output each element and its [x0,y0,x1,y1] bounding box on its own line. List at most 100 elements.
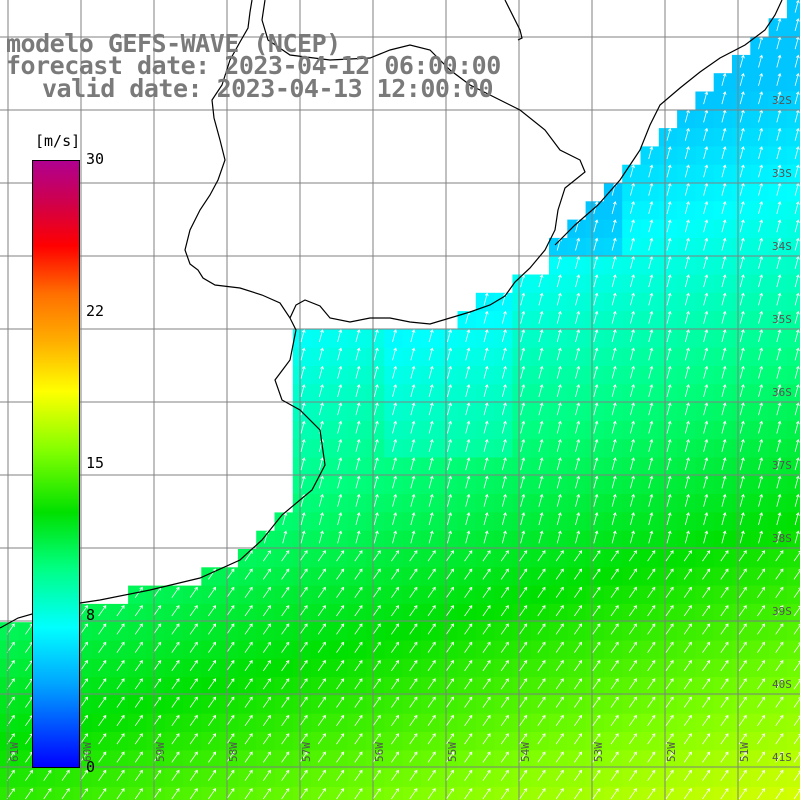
wind-arrow [630,530,635,544]
wind-arrow [758,146,764,160]
wind-arrow [628,623,637,635]
wind-arrow [776,54,782,68]
wind-arrow [299,769,308,781]
wind-arrow [171,751,180,763]
wind-arrow [776,18,782,32]
wind-arrow [665,751,674,763]
wind-arrow [611,530,617,544]
wind-arrow [318,475,324,489]
wind-arrow [628,769,637,781]
wind-arrow [538,329,544,343]
wind-arrow [794,493,800,507]
wind-arrow [684,329,690,343]
wind-arrow [666,127,672,141]
wind-arrow [593,475,599,489]
wind-arrow [244,788,253,800]
wind-arrow [703,347,709,361]
wind-arrow [721,146,727,160]
wind-arrow [684,384,690,398]
wind-arrow [628,586,637,598]
wind-arrow [464,769,473,781]
wind-arrow [465,384,471,398]
wind-arrow [153,623,162,635]
wind-arrow [610,641,619,653]
wind-arrow [575,475,581,489]
wind-arrow [575,420,581,434]
wind-cell [292,786,312,800]
wind-arrow [648,493,654,507]
wind-arrow [134,696,143,708]
wind-arrow [775,714,784,727]
wind-arrow [464,641,473,653]
wind-arrow [262,550,271,562]
wind-arrow [134,605,143,617]
wind-arrow [354,550,363,562]
wind-arrow [574,605,583,617]
wind-cell [786,91,800,111]
wind-arrow [428,420,434,434]
wind-arrow [684,347,690,361]
wind-arrow [556,274,562,288]
wind-arrow [647,550,656,562]
wind-arrow [793,678,800,690]
wind-arrow [575,274,581,288]
wind-arrow [758,475,764,489]
wind-arrow [666,292,672,306]
wind-arrow [336,550,345,562]
wind-arrow [611,310,617,324]
wind-arrow [556,310,562,324]
wind-cell [786,18,800,38]
wind-arrow [299,660,308,672]
wind-arrow [720,696,729,708]
wind-arrow [391,714,400,727]
wind-arrow [373,438,379,452]
wind-cell [36,786,56,800]
wind-arrow [758,310,764,324]
wind-arrow [721,384,727,398]
wind-arrow [482,605,491,617]
wind-arrow [520,402,526,416]
wind-arrow [189,660,198,672]
wind-arrow [556,255,562,269]
wind-arrow [683,550,692,562]
wind-cell [164,786,184,800]
wind-arrow [500,550,509,562]
wind-arrow [665,586,674,598]
wind-arrow [739,475,745,489]
lat-label: 35S [772,313,792,326]
colorbar [32,160,80,768]
wind-arrow [244,751,253,763]
lon-label: 60W [81,742,94,762]
wind-arrow [336,714,345,727]
wind-arrow [134,678,143,690]
wind-arrow [684,475,690,489]
wind-arrow [538,347,544,361]
wind-arrow [703,146,709,160]
wind-arrow [611,292,617,306]
wind-arrow [738,769,747,781]
wind-arrow [410,512,416,526]
wind-arrow [281,568,290,580]
wind-arrow [208,696,217,708]
wind-arrow [592,788,601,800]
wind-arrow [794,18,800,32]
wind-arrow [391,696,400,708]
wind-arrow [758,329,764,343]
wind-arrow [465,512,471,526]
wind-arrow [574,714,583,727]
wind-arrow [465,329,471,343]
wind-arrow [794,402,800,416]
wind-arrow [775,641,784,653]
lon-label: 54W [519,742,532,762]
wind-arrow [776,146,782,160]
wind-arrow [794,274,800,288]
wind-cell [786,585,800,605]
wind-arrow [519,623,528,635]
wind-cell [786,402,800,422]
wind-arrow [775,751,784,763]
wind-arrow [519,678,528,690]
wind-arrow [628,678,637,690]
wind-arrow [226,769,235,781]
